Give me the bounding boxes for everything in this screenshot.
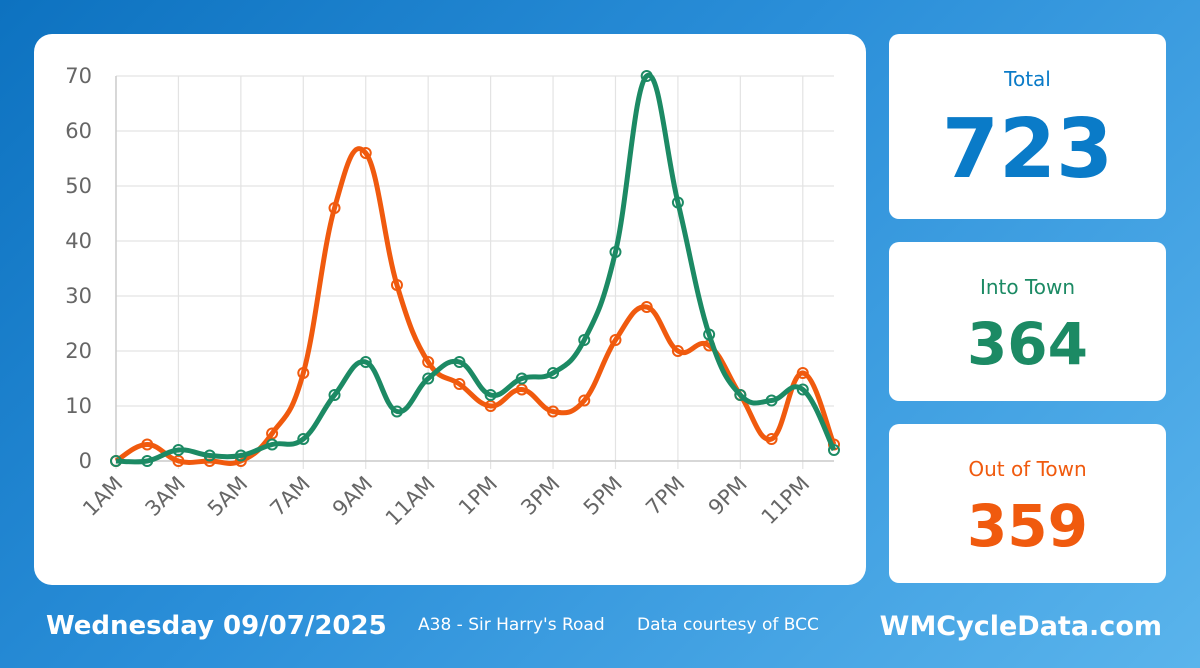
data-point-out-of-town[interactable] [141,438,154,451]
data-point-into-town[interactable] [671,196,684,209]
series-line-into-town [115,72,837,465]
x-tick-label: 11PM [757,472,815,530]
data-point-out-of-town[interactable] [297,367,310,379]
data-point-into-town[interactable] [484,389,497,401]
total-label: Total [1004,67,1051,91]
into-town-label: Into Town [979,275,1076,299]
data-point-into-town[interactable] [266,438,279,451]
data-point-out-of-town[interactable] [765,433,778,445]
hourly-line-chart: 0 10 20 30 40 50 60 70 1AM 3AM 5AM 7AM 9AM 11AM 1PM 3PM… [65,64,840,531]
total-card: Total 723 [889,34,1166,219]
data-point-into-town[interactable] [234,449,247,462]
series [110,70,840,467]
data-point-out-of-town[interactable] [609,334,622,346]
data-point-into-town[interactable] [390,405,403,418]
y-tick-label: 40 [65,229,92,253]
x-tick-label: 11AM [381,472,440,531]
data-point-into-town[interactable] [640,70,653,82]
x-tick-label: 1PM [454,472,502,520]
x-tick-label: 9PM [704,472,752,520]
y-tick-label: 50 [65,174,92,198]
chart-card: 0 10 20 30 40 50 60 70 1AM 3AM 5AM 7AM 9AM 11AM 1PM 3PM… [34,34,866,585]
out-of-town-label: Out of Town [968,457,1087,481]
data-point-into-town[interactable] [703,328,716,341]
into-town-value: 364 [966,310,1089,378]
data-point-into-town[interactable] [141,455,154,467]
data-point-out-of-town[interactable] [578,394,591,407]
footer-location: A38 - Sir Harry's Road [418,615,605,635]
data-point-out-of-town[interactable] [796,367,809,379]
y-tick-label: 30 [65,284,92,308]
data-point-out-of-town[interactable] [671,345,684,357]
data-point-into-town[interactable] [515,372,528,385]
y-tick-label: 60 [65,119,92,143]
x-tick-label: 7AM [265,472,314,521]
data-point-into-town[interactable] [328,389,341,401]
x-tick-label: 3AM [141,472,190,521]
data-point-out-of-town[interactable] [359,147,372,159]
data-point-out-of-town[interactable] [328,202,341,214]
x-tick-label: 5AM [203,472,252,521]
footer-date: Wednesday 09/07/2025 [46,611,387,641]
footer-credit: Data courtesy of BCC [637,615,819,635]
into-town-card: Into Town 364 [889,242,1166,401]
data-point-into-town[interactable] [547,367,560,379]
data-point-into-town[interactable] [796,383,809,396]
data-point-into-town[interactable] [578,334,591,346]
y-tick-label: 10 [65,394,92,418]
data-point-into-town[interactable] [422,372,435,385]
data-point-out-of-town[interactable] [390,279,403,291]
footer-site[interactable]: WMCycleData.com [879,611,1162,642]
x-tick-label: 9AM [328,472,377,521]
y-tick-label: 70 [65,64,92,88]
data-point-into-town[interactable] [110,455,122,467]
data-point-out-of-town[interactable] [453,378,466,390]
y-tick-label: 20 [65,339,92,363]
data-point-out-of-town[interactable] [640,301,653,313]
out-of-town-card: Out of Town 359 [889,424,1166,583]
data-point-into-town[interactable] [453,356,466,368]
data-point-out-of-town[interactable] [422,356,435,368]
series-line-out-of-town [114,146,837,466]
x-tick-label: 1AM [78,472,127,521]
data-point-into-town[interactable] [828,444,840,456]
x-tick-label: 5PM [579,472,627,520]
x-tick-label: 7PM [641,472,689,520]
data-point-into-town[interactable] [359,356,372,368]
data-point-into-town[interactable] [172,444,185,456]
data-point-into-town[interactable] [203,449,216,462]
data-point-into-town[interactable] [765,394,778,407]
grid [115,75,834,469]
data-point-into-town[interactable] [297,433,310,445]
out-of-town-value: 359 [966,492,1089,560]
y-tick-label: 0 [79,449,92,473]
total-value: 723 [941,102,1114,197]
data-point-out-of-town[interactable] [547,405,560,418]
x-tick-label: 3PM [516,472,564,520]
data-point-into-town[interactable] [609,246,622,258]
data-point-into-town[interactable] [734,389,747,401]
